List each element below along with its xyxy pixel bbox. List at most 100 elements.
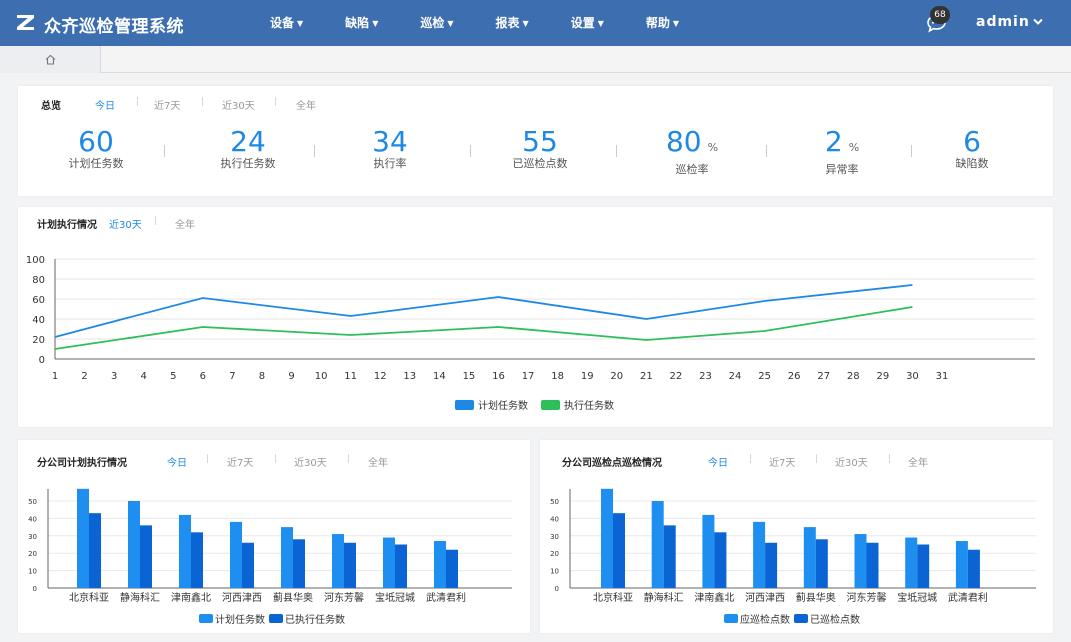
tab-separator: | [154, 216, 158, 226]
branch-plan-tab-7days[interactable]: 近7天 [227, 458, 254, 469]
x-tick-label: 宝坻冠城 [375, 591, 415, 604]
bar [905, 537, 918, 588]
branch-points-tab-30days[interactable]: 近30天 [835, 458, 868, 469]
legend-label: 已执行任务数 [285, 613, 345, 626]
bar [967, 549, 980, 588]
bar [434, 541, 446, 588]
nav-item-device[interactable]: 设备 ▼ [262, 0, 311, 46]
legend-label: 计划任务数 [215, 613, 265, 626]
legend-swatch [269, 614, 283, 623]
x-tick-label: 16 [492, 371, 505, 382]
y-tick-label: 0 [555, 585, 559, 593]
bar [714, 532, 727, 588]
stat-label: 缺陷数 [955, 157, 989, 170]
y-tick-label: 0 [33, 585, 37, 593]
stat-value: 55 [522, 125, 558, 158]
nav-item-help[interactable]: 帮助 ▼ [638, 0, 687, 46]
x-tick-label: 21 [640, 371, 653, 382]
stat-label: 巡检率 [675, 163, 709, 176]
stat-label: 计划任务数 [68, 157, 124, 170]
bar [191, 532, 203, 588]
x-tick-label: 10 [315, 371, 328, 382]
stat-divider [314, 145, 315, 157]
nav-item-settings[interactable]: 设置 ▼ [563, 0, 612, 46]
stat-inspection-rate: 80% 巡检率 [642, 126, 742, 177]
overview-tab-today[interactable]: 今日 [95, 101, 115, 112]
y-tick-label: 50 [550, 498, 559, 506]
caret-down-icon: ▼ [522, 19, 529, 28]
bar [293, 539, 305, 588]
top-bar: 众齐巡检管理系统 设备 ▼ 缺陷 ▼ 巡检 ▼ 报表 ▼ 设置 ▼ 帮助 ▼ 68 admi… [0, 0, 1071, 46]
caret-down-icon: ▼ [597, 19, 604, 28]
x-tick-label: 6 [200, 371, 206, 382]
tab-separator: | [274, 97, 278, 107]
nav-item-defect[interactable]: 缺陷 ▼ [337, 0, 386, 46]
bar [601, 488, 613, 588]
overview-tab-30days[interactable]: 近30天 [222, 101, 255, 112]
plan-exec-tab-30days[interactable]: 近30天 [109, 220, 142, 231]
x-tick-label: 22 [670, 371, 683, 382]
x-tick-label: 14 [433, 371, 446, 382]
x-tick-label: 26 [788, 371, 801, 382]
legend-swatch [724, 614, 738, 623]
stat-value: 60 [78, 125, 114, 158]
nav-item-label: 报表 [495, 16, 520, 30]
nav-item-report[interactable]: 报表 ▼ [488, 0, 537, 46]
stat-value: 24 [230, 125, 266, 158]
x-tick-label: 武清君利 [948, 591, 988, 604]
caret-down-icon: ▼ [672, 19, 680, 28]
stat-label: 执行任务数 [220, 157, 276, 170]
legend-label: 执行任务数 [564, 399, 614, 412]
home-icon [45, 54, 56, 65]
x-tick-label: 11 [344, 371, 357, 382]
branch-points-tab-year[interactable]: 全年 [908, 458, 928, 469]
legend-swatch [541, 400, 560, 410]
legend-label: 计划任务数 [478, 399, 528, 412]
x-tick-label: 2 [81, 371, 87, 382]
bar [803, 527, 816, 588]
bar [344, 542, 356, 588]
stat-divider [616, 145, 617, 157]
x-tick-label: 12 [374, 371, 387, 382]
y-tick-label: 20 [28, 550, 37, 558]
x-tick-label: 河东芳馨 [847, 591, 887, 604]
y-tick-label: 40 [32, 315, 45, 326]
branch-plan-tab-30days[interactable]: 近30天 [294, 458, 327, 469]
bar [179, 514, 191, 588]
branch-plan-tab-year[interactable]: 全年 [368, 458, 388, 469]
bar [702, 514, 715, 588]
branch-points-title: 分公司巡检点巡检情况 [562, 458, 662, 469]
x-tick-label: 津南鑫北 [171, 591, 211, 604]
bar [446, 549, 458, 588]
x-tick-label: 28 [847, 371, 860, 382]
nav-item-label: 设备 [270, 16, 295, 30]
bar [395, 544, 407, 588]
user-name: admin [976, 14, 1030, 30]
branch-points-tab-7days[interactable]: 近7天 [769, 458, 796, 469]
stat-value: 80 [665, 125, 702, 158]
stat-unit: % [848, 141, 860, 154]
x-tick-label: 20 [610, 371, 623, 382]
x-tick-label: 30 [906, 371, 919, 382]
nav-item-inspection[interactable]: 巡检 ▼ [412, 0, 461, 46]
plan-exec-title: 计划执行情况 [37, 220, 97, 231]
bar [866, 542, 879, 588]
legend-swatch [455, 400, 474, 410]
branch-plan-tab-today[interactable]: 今日 [167, 458, 187, 469]
user-menu[interactable]: admin [976, 14, 1043, 30]
y-tick-label: 30 [550, 533, 559, 541]
bar [332, 534, 344, 588]
x-tick-label: 23 [699, 371, 712, 382]
branch-points-tab-today[interactable]: 今日 [708, 458, 728, 469]
stat-inspected-points: 55 已巡检点数 [490, 126, 590, 171]
x-tick-label: 3 [111, 371, 117, 382]
bar [89, 513, 101, 588]
y-tick-label: 40 [28, 515, 37, 523]
overview-card: 总览 今日 | 近7天 | 近30天 | 全年 60 计划任务数 24 执行任务… [18, 86, 1053, 196]
overview-tab-year[interactable]: 全年 [296, 101, 316, 112]
plan-exec-tab-year[interactable]: 全年 [175, 220, 195, 231]
overview-tab-7days[interactable]: 近7天 [154, 101, 181, 112]
home-tab[interactable] [0, 46, 101, 73]
x-tick-label: 9 [288, 371, 294, 382]
x-tick-label: 17 [522, 371, 535, 382]
